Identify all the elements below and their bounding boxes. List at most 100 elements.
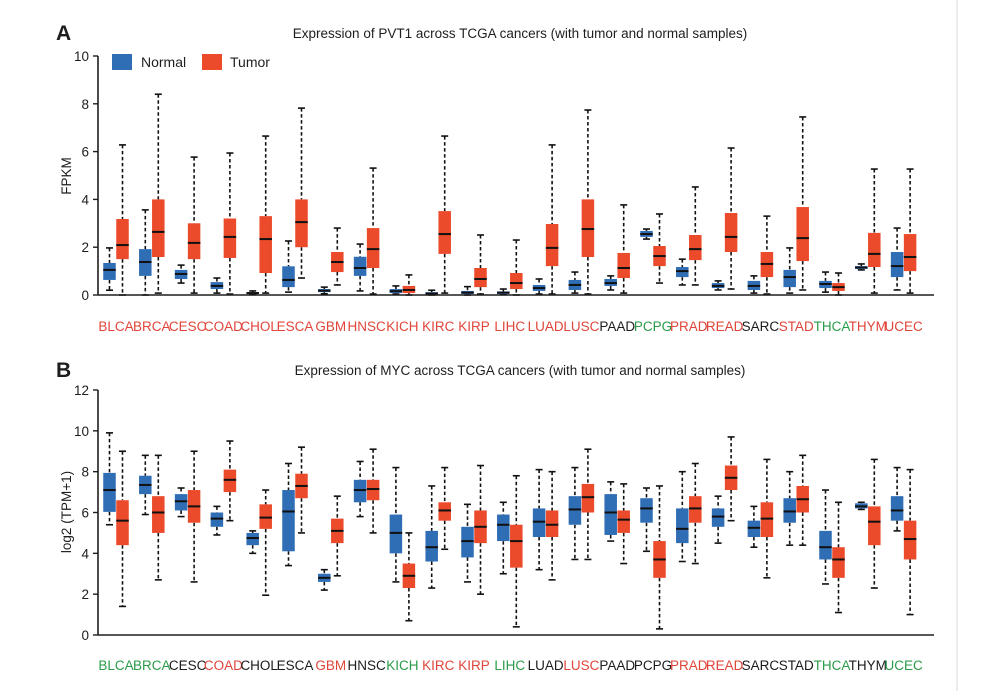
x-tick-label-stad: STAD: [779, 658, 814, 673]
box-normal-ucec: [890, 251, 904, 278]
x-tick-label-coad: COAD: [204, 319, 243, 334]
x-tick-label-kirc: KIRC: [422, 658, 455, 673]
box-normal-stad: [783, 498, 796, 523]
category-group-blca: [103, 144, 129, 296]
category-group-coad: [210, 152, 237, 295]
legend-swatch-tumor: [202, 54, 222, 70]
box-tumor-thym: [868, 232, 881, 268]
x-tick-label-hnsc: HNSC: [347, 658, 386, 673]
x-tick-label-brca: BRCA: [133, 319, 171, 334]
box-normal-esca: [282, 266, 295, 288]
category-group-sarc: [747, 458, 774, 579]
box-tumor-kirc: [438, 211, 451, 254]
box-normal-ucec: [890, 496, 904, 521]
y-tick-label: 6: [81, 506, 89, 521]
x-tick-label-sarc: SARC: [742, 658, 780, 673]
x-tick-label-prad: PRAD: [670, 658, 708, 673]
box-tumor-brca: [152, 496, 165, 533]
box-tumor-thca: [832, 547, 845, 578]
x-tick-label-thym: THYM: [849, 319, 887, 334]
x-tick-label-ucec: UCEC: [884, 319, 923, 334]
category-group-ucec: [890, 168, 917, 294]
x-tick-label-stad: STAD: [779, 319, 814, 334]
x-tick-label-kirp: KIRP: [458, 319, 490, 334]
x-tick-label-read: READ: [706, 319, 744, 334]
box-tumor-kirc: [438, 502, 451, 521]
box-normal-thca: [819, 530, 832, 560]
box-normal-pcpg: [640, 498, 653, 523]
box-tumor-blca: [116, 218, 129, 260]
category-group-lusc: [568, 109, 595, 295]
x-tick-label-paad: PAAD: [599, 319, 635, 334]
box-normal-lusc: [568, 496, 582, 525]
panel-a: A Expression of PVT1 across TCGA cancers…: [56, 22, 934, 334]
x-tick-label-thym: THYM: [849, 658, 887, 673]
category-group-stad: [783, 454, 809, 546]
x-tick-label-blca: BLCA: [98, 319, 133, 334]
category-group-pcpg: [640, 213, 666, 284]
y-tick-label: 2: [81, 587, 89, 602]
category-group-thym: [855, 168, 881, 294]
box-tumor-lusc: [581, 483, 595, 513]
category-group-cesc: [174, 156, 201, 294]
category-group-hnsc: [353, 167, 380, 295]
box-normal-coad: [210, 512, 224, 527]
category-group-kich: [389, 466, 416, 622]
category-group-kirp: [461, 464, 487, 595]
box-tumor-kirp: [474, 267, 487, 288]
category-group-ucec: [890, 466, 917, 616]
box-tumor-coad: [223, 469, 237, 493]
x-tick-label-luad: LUAD: [528, 319, 564, 334]
box-tumor-thym: [868, 506, 881, 546]
x-tick-label-lihc: LIHC: [494, 658, 525, 673]
box-tumor-luad: [545, 224, 559, 267]
category-group-hnsc: [353, 448, 380, 534]
x-tick-label-kirc: KIRC: [422, 319, 455, 334]
y-tick-label: 12: [74, 383, 89, 398]
box-tumor-chol: [259, 216, 272, 274]
x-tick-label-coad: COAD: [204, 658, 243, 673]
category-group-esca: [282, 107, 308, 293]
category-group-brca: [139, 454, 165, 581]
x-tick-label-esca: ESCA: [277, 658, 314, 673]
box-tumor-cesc: [187, 223, 201, 260]
y-axis-label: log2 (TPM+1): [59, 471, 74, 553]
box-normal-cesc: [174, 494, 188, 511]
category-group-gbm: [318, 227, 344, 295]
box-tumor-chol: [259, 504, 272, 529]
y-axis-label: FPKM: [59, 157, 74, 195]
box-tumor-ucec: [903, 234, 917, 272]
box-normal-chol: [246, 532, 259, 546]
box-normal-luad: [532, 508, 546, 537]
box-normal-stad: [783, 269, 796, 288]
box-tumor-hnsc: [366, 479, 380, 501]
category-group-chol: [246, 489, 272, 596]
panel-b: B Expression of MYC across TCGA cancers …: [56, 359, 934, 673]
x-tick-label-ucec: UCEC: [884, 658, 923, 673]
box-normal-kirp: [461, 526, 474, 558]
x-tick-label-kirp: KIRP: [458, 658, 490, 673]
x-tick-label-kich: KICH: [386, 319, 418, 334]
x-tick-label-sarc: SARC: [742, 319, 780, 334]
y-tick-label: 8: [81, 465, 89, 480]
category-group-luad: [532, 468, 559, 581]
category-group-prad: [676, 186, 702, 286]
legend-label-tumor: Tumor: [230, 54, 270, 70]
category-group-stad: [783, 116, 809, 294]
category-group-thym: [855, 458, 881, 589]
category-group-pcpg: [640, 485, 666, 630]
y-tick-label: 6: [81, 145, 89, 160]
panel-label: A: [56, 22, 71, 45]
box-normal-kich: [389, 514, 403, 554]
box-tumor-brca: [152, 199, 165, 257]
category-group-kirc: [425, 466, 451, 589]
y-tick-label: 0: [81, 288, 89, 303]
category-group-sarc: [747, 215, 774, 295]
box-tumor-ucec: [903, 520, 917, 560]
box-tumor-stad: [796, 207, 809, 262]
category-group-read: [711, 436, 738, 544]
x-tick-label-chol: CHOL: [240, 658, 278, 673]
x-tick-label-pcpg: PCPG: [634, 658, 672, 673]
category-group-kich: [389, 274, 416, 296]
